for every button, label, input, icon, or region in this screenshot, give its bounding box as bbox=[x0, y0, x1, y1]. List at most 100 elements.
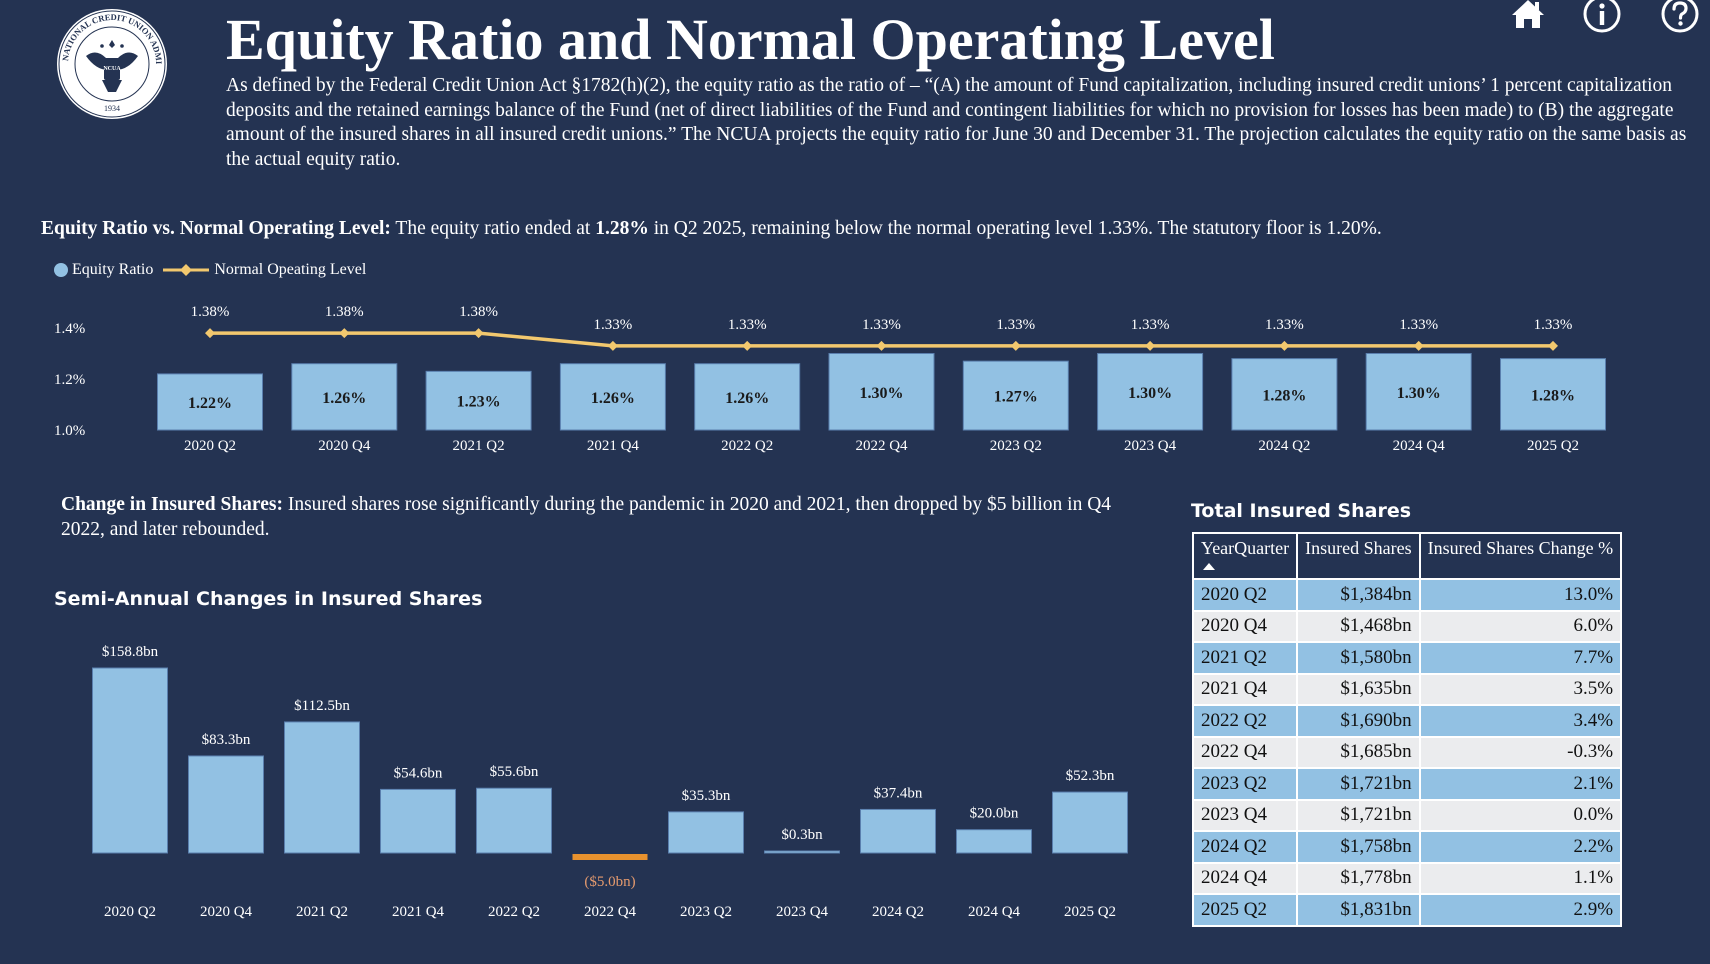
cell-insured-shares: $1,635bn bbox=[1296, 672, 1421, 706]
cell-insured-shares: $1,690bn bbox=[1296, 704, 1421, 738]
insured-shares-bar-label: $83.3bn bbox=[202, 732, 251, 748]
equity-ratio-bar bbox=[1365, 353, 1472, 431]
insured-shares-chart-title: Semi-Annual Changes in Insured Shares bbox=[54, 588, 483, 610]
insured-shares-bar bbox=[188, 755, 264, 854]
cell-change-pct: 1.1% bbox=[1418, 861, 1623, 895]
table-title: Total Insured Shares bbox=[1191, 500, 1412, 522]
legend-normal-operating-label[interactable]: Normal Opeating Level bbox=[214, 261, 367, 278]
cell-yearquarter: 2022 Q2 bbox=[1191, 704, 1299, 738]
normal-operating-level-marker bbox=[1279, 340, 1290, 351]
column-header-yearquarter[interactable]: YearQuarter bbox=[1191, 532, 1299, 580]
column-header-insured-shares[interactable]: Insured Shares bbox=[1296, 532, 1421, 580]
cell-insured-shares: $1,721bn bbox=[1296, 798, 1421, 832]
table-row[interactable]: 2024 Q2 $1,758bn 2.2% bbox=[1191, 830, 1623, 864]
home-icon[interactable] bbox=[1508, 0, 1548, 34]
table-row[interactable]: 2020 Q4 $1,468bn 6.0% bbox=[1191, 609, 1623, 643]
seal-year: 1934 bbox=[104, 104, 120, 113]
normal-operating-level-marker bbox=[1413, 340, 1424, 351]
table-row[interactable]: 2023 Q4 $1,721bn 0.0% bbox=[1191, 798, 1623, 832]
info-icon[interactable] bbox=[1582, 0, 1622, 34]
cell-change-pct: 13.0% bbox=[1418, 578, 1623, 612]
normal-operating-level-label: 1.38% bbox=[459, 304, 498, 320]
normal-operating-level-label: 1.38% bbox=[325, 304, 364, 320]
normal-operating-level-label: 1.38% bbox=[191, 304, 230, 320]
x-tick-label: 2024 Q4 bbox=[968, 904, 1021, 920]
cell-yearquarter: 2020 Q2 bbox=[1191, 578, 1299, 612]
equity-ratio-bar-label: 1.28% bbox=[1262, 387, 1306, 404]
insured-shares-bar-label: $37.4bn bbox=[874, 785, 923, 801]
equity-ratio-bar bbox=[291, 363, 398, 431]
cell-yearquarter: 2025 Q2 bbox=[1191, 893, 1299, 927]
shares-summary: Change in Insured Shares: Insured shares… bbox=[61, 492, 1141, 542]
insured-shares-bar-negative bbox=[572, 854, 648, 860]
cell-change-pct: 2.9% bbox=[1418, 893, 1623, 927]
help-icon[interactable] bbox=[1660, 0, 1700, 34]
insured-shares-bar bbox=[764, 850, 840, 854]
x-tick-label: 2025 Q2 bbox=[1527, 438, 1579, 454]
cell-change-pct: -0.3% bbox=[1418, 735, 1623, 769]
equity-ratio-bar bbox=[1500, 358, 1606, 431]
insured-shares-bar-label: $112.5bn bbox=[294, 698, 350, 714]
equity-summary-text-2: in Q2 2025, remaining below the normal o… bbox=[648, 218, 1382, 239]
legend-equity-ratio-marker bbox=[54, 263, 68, 277]
x-tick-label: 2024 Q2 bbox=[1258, 438, 1310, 454]
column-header-change-pct[interactable]: Insured Shares Change % bbox=[1418, 532, 1623, 580]
intro-paragraph: As defined by the Federal Credit Union A… bbox=[226, 75, 1687, 170]
insured-shares-bar-label: $55.6bn bbox=[490, 764, 539, 780]
cell-insured-shares: $1,721bn bbox=[1296, 767, 1421, 801]
insured-shares-bar bbox=[668, 811, 744, 854]
table-row[interactable]: 2022 Q2 $1,690bn 3.4% bbox=[1191, 704, 1623, 738]
insured-shares-bar-label: $20.0bn bbox=[970, 806, 1019, 822]
x-tick-label: 2024 Q2 bbox=[872, 904, 924, 920]
equity-ratio-bar bbox=[1097, 353, 1204, 431]
table-row[interactable]: 2022 Q4 $1,685bn -0.3% bbox=[1191, 735, 1623, 769]
x-tick-label: 2020 Q4 bbox=[318, 438, 371, 454]
table-row[interactable]: 2020 Q2 $1,384bn 13.0% bbox=[1191, 578, 1623, 612]
equity-ratio-bar bbox=[962, 360, 1069, 431]
table-row[interactable]: 2021 Q2 $1,580bn 7.7% bbox=[1191, 641, 1623, 675]
equity-ratio-bar bbox=[559, 363, 666, 431]
normal-operating-level-marker bbox=[339, 328, 350, 339]
equity-ratio-bar bbox=[1231, 358, 1338, 431]
x-tick-label: 2022 Q2 bbox=[488, 904, 540, 920]
insured-shares-bar bbox=[956, 829, 1032, 854]
equity-ratio-bar-label: 1.26% bbox=[322, 390, 366, 407]
x-tick-label: 2023 Q2 bbox=[990, 438, 1042, 454]
equity-ratio-bar-label: 1.30% bbox=[1128, 385, 1172, 402]
page-title: Equity Ratio and Normal Operating Level bbox=[226, 7, 1275, 72]
x-tick-label: 2024 Q4 bbox=[1393, 438, 1446, 454]
insured-shares-bar-label: $52.3bn bbox=[1066, 768, 1115, 784]
insured-shares-bar-label: $35.3bn bbox=[682, 788, 731, 804]
cell-insured-shares: $1,778bn bbox=[1296, 861, 1421, 895]
x-tick-label: 2022 Q4 bbox=[855, 438, 908, 454]
shares-summary-label: Change in Insured Shares: bbox=[61, 494, 283, 515]
equity-summary-text-1: The equity ratio ended at bbox=[390, 218, 596, 239]
normal-operating-level-label: 1.33% bbox=[728, 317, 767, 333]
cell-insured-shares: $1,758bn bbox=[1296, 830, 1421, 864]
normal-operating-level-marker bbox=[473, 328, 484, 339]
table-row[interactable]: 2024 Q4 $1,778bn 1.1% bbox=[1191, 861, 1623, 895]
table-row[interactable]: 2023 Q2 $1,721bn 2.1% bbox=[1191, 767, 1623, 801]
cell-insured-shares: $1,685bn bbox=[1296, 735, 1421, 769]
y-tick-label: 1.4% bbox=[54, 321, 85, 337]
insured-shares-bar-label: $54.6bn bbox=[394, 765, 443, 781]
table-header-row: YearQuarter Insured Shares Insured Share… bbox=[1191, 532, 1623, 580]
equity-ratio-bar-label: 1.30% bbox=[1397, 385, 1441, 402]
equity-ratio-bar bbox=[828, 353, 935, 431]
insured-shares-table: YearQuarter Insured Shares Insured Share… bbox=[1191, 532, 1623, 927]
x-tick-label: 2023 Q2 bbox=[680, 904, 732, 920]
insured-shares-bar-label: ($5.0bn) bbox=[584, 874, 635, 890]
cell-change-pct: 6.0% bbox=[1418, 609, 1623, 643]
insured-shares-bar-label: $158.8bn bbox=[102, 644, 159, 660]
normal-operating-level-marker bbox=[1548, 340, 1558, 351]
normal-operating-level-marker bbox=[205, 328, 215, 339]
sort-ascending-icon[interactable] bbox=[1203, 563, 1215, 570]
legend-equity-ratio-label[interactable]: Equity Ratio bbox=[72, 261, 154, 278]
normal-operating-level-label: 1.33% bbox=[1131, 317, 1170, 333]
legend-normal-operating-marker bbox=[163, 264, 210, 276]
x-tick-label: 2023 Q4 bbox=[776, 904, 829, 920]
cell-yearquarter: 2021 Q4 bbox=[1191, 672, 1299, 706]
table-row[interactable]: 2025 Q2 $1,831bn 2.9% bbox=[1191, 893, 1623, 927]
table-row[interactable]: 2021 Q4 $1,635bn 3.5% bbox=[1191, 672, 1623, 706]
normal-operating-level-label: 1.33% bbox=[996, 317, 1035, 333]
